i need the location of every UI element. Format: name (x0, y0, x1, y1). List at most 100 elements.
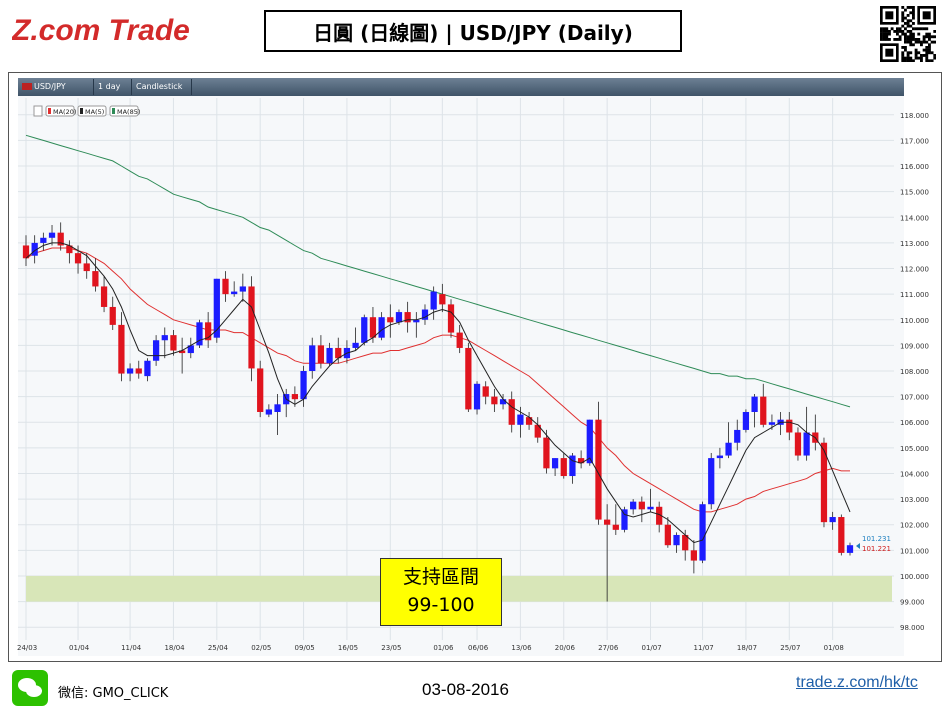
candle-up (716, 455, 724, 459)
support-range: 99-100 (407, 594, 475, 616)
candle-up (517, 414, 524, 425)
x-tick-label: 20/06 (555, 644, 576, 652)
y-tick-label: 114.000 (900, 214, 929, 222)
candle-down (83, 263, 90, 272)
brand-logo: Z.com Trade (12, 10, 242, 50)
wechat-icon[interactable] (12, 670, 48, 706)
page-title: 日圓 (日線圖) | USD/JPY (Daily) (264, 10, 682, 52)
candle-down (170, 335, 177, 351)
candle-up (309, 345, 316, 371)
candle-down (92, 271, 99, 287)
candle-down (491, 396, 498, 405)
y-tick-label: 107.000 (900, 394, 929, 402)
chart-toolbar: USD/JPY 1 day Candlestick (18, 78, 904, 96)
candle-up (126, 368, 134, 374)
brand-text: Z.com Trade (12, 14, 190, 47)
candle-up (213, 278, 220, 338)
candle-down (135, 368, 142, 374)
candle-up (378, 317, 385, 338)
x-tick-label: 13/06 (511, 644, 532, 652)
candle-up (803, 432, 810, 456)
y-tick-label: 108.000 (900, 368, 929, 376)
candle-up (196, 322, 203, 346)
x-tick-label: 16/05 (338, 644, 358, 652)
candle-up (421, 309, 429, 320)
x-tick-label: 01/06 (433, 644, 454, 652)
candle-up (725, 442, 732, 456)
candle-down (447, 304, 455, 333)
candle-up (413, 319, 420, 323)
y-tick-label: 117.000 (900, 137, 929, 145)
candle-down (664, 524, 671, 546)
timeframe-tab[interactable]: 1 day (94, 79, 132, 95)
y-tick-label: 102.000 (900, 522, 929, 530)
candle-down (465, 347, 472, 410)
legend-label: MA(20) (53, 108, 76, 116)
candle-down (577, 458, 585, 464)
x-tick-label: 25/04 (208, 644, 229, 652)
candle-up (499, 399, 507, 405)
x-tick-label: 02/05 (251, 644, 271, 652)
y-tick-label: 98.000 (900, 624, 925, 632)
legend-chip (109, 105, 139, 117)
last-price-ask: 101.221 (862, 545, 891, 553)
candle-down (482, 386, 489, 397)
legend-swatch (80, 108, 83, 114)
legend-chip (77, 105, 107, 117)
candle-down (638, 501, 645, 510)
last-price-bid: 101.231 (862, 535, 891, 543)
candle-down (109, 306, 116, 325)
candle-up (829, 517, 836, 523)
report-date: 03-08-2016 (422, 680, 509, 699)
candle-down (838, 517, 845, 553)
candle-up (673, 534, 680, 546)
x-tick-label: 01/07 (642, 644, 662, 652)
legend-toggle (33, 105, 43, 117)
candle-down (682, 534, 689, 551)
last-price-pointer (856, 543, 860, 549)
candle-down (248, 286, 255, 369)
candle-down (222, 278, 229, 295)
legend-label: MA(85) (117, 108, 140, 116)
candle-down (604, 519, 611, 525)
x-tick-label: 11/04 (121, 644, 142, 652)
candle-down (66, 245, 73, 254)
chart-type-tab[interactable]: Candlestick (132, 79, 192, 95)
candle-down (118, 324, 125, 374)
y-tick-label: 103.000 (900, 496, 929, 504)
legend-swatch (112, 108, 115, 114)
candle-down (100, 286, 108, 307)
y-tick-label: 116.000 (900, 163, 929, 171)
legend-swatch (48, 108, 51, 114)
legend-label: MA(5) (85, 108, 104, 116)
candle-down (257, 368, 264, 412)
x-tick-label: 23/05 (381, 644, 401, 652)
candle-up (647, 506, 654, 510)
website-link[interactable]: trade.z.com/hk/tc (796, 674, 918, 691)
candle-down (291, 394, 299, 400)
legend-chip (45, 105, 75, 117)
candle-down (387, 317, 394, 323)
qr-code (880, 6, 937, 63)
candle-up (300, 371, 307, 400)
candle-up (231, 291, 238, 295)
x-tick-label: 09/05 (295, 644, 315, 652)
candle-up (699, 504, 706, 561)
candle-up (569, 455, 576, 477)
y-tick-label: 106.000 (900, 419, 929, 427)
candle-down (179, 350, 186, 354)
candle-up (161, 335, 168, 341)
candle-up (326, 347, 333, 364)
symbol-label: USD/JPY (34, 82, 66, 91)
y-tick-label: 105.000 (900, 445, 929, 453)
symbol-tab[interactable]: USD/JPY (18, 79, 94, 95)
candle-down (525, 417, 533, 425)
support-label: 支持區間 (402, 566, 479, 588)
candle-up (621, 509, 628, 530)
candle-down (335, 347, 342, 359)
candle-down (656, 506, 663, 525)
x-tick-label: 25/07 (780, 644, 800, 652)
x-tick-label: 01/08 (824, 644, 844, 652)
ma85-line (25, 134, 851, 408)
y-tick-label: 99.000 (900, 599, 925, 607)
